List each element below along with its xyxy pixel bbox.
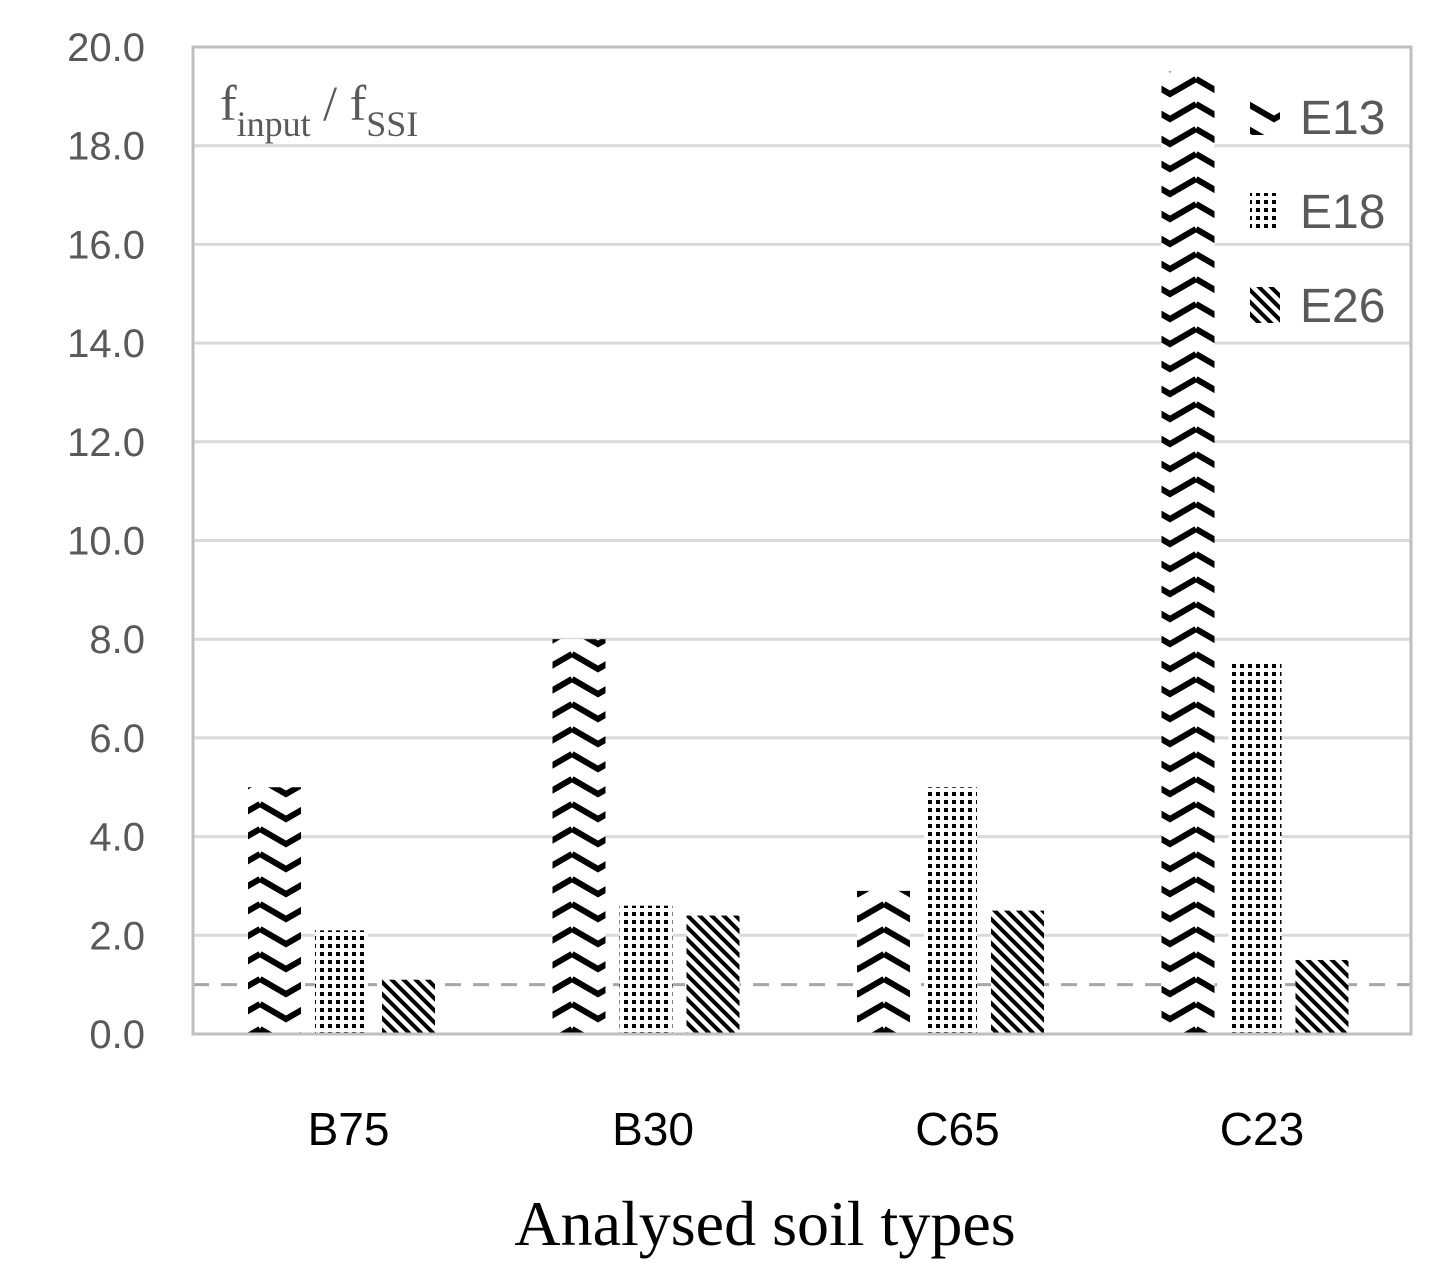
y-tick-label: 8.0 — [89, 618, 145, 662]
bar-e26-c65 — [991, 910, 1044, 1034]
legend-swatch-e18 — [1250, 193, 1280, 229]
y-tick-label: 10.0 — [67, 520, 145, 564]
y-tick-label: 18.0 — [67, 125, 145, 169]
bar-e26-b30 — [686, 915, 740, 1034]
y-tick-label: 4.0 — [89, 816, 145, 860]
bar-e18-b75 — [315, 930, 368, 1034]
x-category-label: C23 — [1220, 1103, 1304, 1155]
y-axis-ticks: 0.0 2.0 4.0 6.0 8.0 10.0 12.0 14.0 16.0 18.0 20.0 — [67, 26, 145, 1057]
y-tick-label: 6.0 — [89, 717, 145, 761]
y-tick-label: 0.0 — [89, 1013, 145, 1057]
bar-e13-c65 — [857, 890, 910, 1034]
x-category-label: C65 — [915, 1103, 999, 1155]
legend-label-e26: E26 — [1300, 280, 1385, 333]
bar-e13-b30 — [552, 639, 606, 1034]
legend-label-e13: E13 — [1300, 92, 1385, 145]
gridlines — [193, 45, 1411, 1036]
bar-e18-c65 — [924, 787, 977, 1034]
y-tick-label: 16.0 — [67, 223, 145, 267]
x-category-label: B30 — [612, 1103, 694, 1155]
bar-e18-c23 — [1228, 663, 1282, 1034]
bar-e26-c23 — [1295, 959, 1349, 1034]
bar-e13-c23 — [1161, 71, 1215, 1035]
y-axis-label: finput / fSSI — [220, 75, 418, 144]
x-axis-title: Analysed soil types — [514, 1188, 1015, 1259]
y-tick-label: 2.0 — [89, 914, 145, 958]
bars — [248, 71, 1349, 1035]
x-axis-categories: B75 B30 C65 C23 — [308, 1103, 1305, 1155]
plot-frame — [191, 45, 1413, 1036]
legend-swatch-e13 — [1250, 99, 1280, 135]
bar-e13-b75 — [248, 787, 301, 1034]
legend-swatch-e26 — [1250, 287, 1280, 323]
legend-label-e18: E18 — [1300, 186, 1385, 239]
x-category-label: B75 — [308, 1103, 390, 1155]
y-tick-label: 12.0 — [67, 421, 145, 465]
bar-e18-b30 — [619, 905, 673, 1034]
y-tick-label: 20.0 — [67, 26, 145, 70]
legend: E13 E18 E26 — [1250, 92, 1385, 333]
y-tick-label: 14.0 — [67, 322, 145, 366]
bar-e26-b75 — [382, 979, 435, 1034]
